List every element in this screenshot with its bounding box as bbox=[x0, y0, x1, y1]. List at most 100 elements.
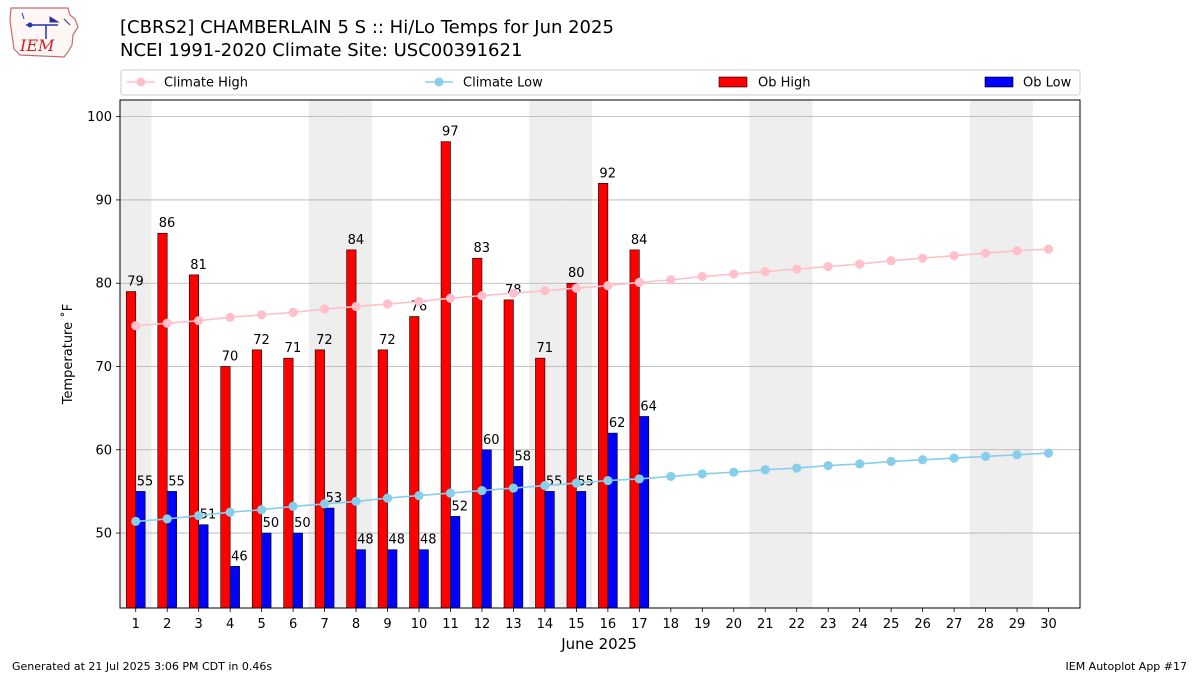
x-tick-label: 6 bbox=[289, 617, 297, 632]
bar-ob-low bbox=[355, 549, 366, 609]
point-climate-low bbox=[382, 493, 393, 503]
bar-ob-high bbox=[472, 257, 483, 609]
data-label-ob-high: 97 bbox=[442, 125, 459, 140]
data-label-ob-low: 48 bbox=[420, 533, 437, 548]
point-climate-low bbox=[351, 496, 361, 507]
point-climate-low bbox=[666, 471, 676, 482]
x-tick-label: 7 bbox=[320, 617, 328, 632]
x-tick-label: 30 bbox=[1040, 617, 1057, 632]
legend-item-climate-low: Climate Low bbox=[425, 76, 543, 91]
x-tick-label: 23 bbox=[820, 617, 837, 632]
x-tick-label: 27 bbox=[946, 617, 963, 632]
x-tick-label: 24 bbox=[851, 617, 868, 632]
bar-ob-low bbox=[387, 549, 398, 609]
point-climate-low bbox=[886, 456, 896, 467]
bar-ob-low bbox=[292, 532, 303, 609]
weather-station-icon bbox=[21, 12, 71, 39]
x-tick-label: 2 bbox=[163, 617, 171, 632]
y-tick-label: 100 bbox=[87, 110, 112, 125]
point-climate-low bbox=[729, 467, 739, 477]
x-tick-label: 16 bbox=[600, 617, 617, 632]
point-climate-high bbox=[131, 321, 141, 331]
point-climate-high bbox=[666, 275, 676, 285]
point-climate-low bbox=[571, 478, 581, 488]
point-climate-low bbox=[288, 501, 298, 511]
bar-ob-high bbox=[377, 349, 388, 609]
legend-label-climate-high: Climate High bbox=[164, 76, 248, 91]
point-climate-low bbox=[855, 459, 865, 469]
data-label-ob-low: 58 bbox=[514, 449, 531, 464]
data-label-ob-low: 64 bbox=[640, 399, 657, 414]
point-climate-low bbox=[918, 455, 928, 465]
point-climate-low bbox=[414, 490, 424, 501]
point-climate-low bbox=[540, 480, 550, 491]
logo-text: IEM bbox=[19, 36, 55, 55]
y-tick-label: 70 bbox=[95, 360, 112, 375]
data-label-ob-low: 50 bbox=[263, 516, 280, 531]
point-climate-high bbox=[1043, 244, 1054, 254]
bar-ob-high bbox=[629, 249, 640, 609]
legend-item-ob-high: Ob High bbox=[718, 76, 811, 91]
data-label-ob-high: 70 bbox=[222, 349, 239, 364]
bar-ob-low bbox=[639, 416, 650, 609]
bar-ob-low bbox=[544, 491, 555, 609]
point-climate-low bbox=[162, 514, 172, 524]
bar-ob-high bbox=[157, 232, 168, 609]
point-climate-high bbox=[225, 312, 235, 322]
point-climate-high bbox=[792, 264, 802, 274]
legend-item-climate-high: Climate High bbox=[127, 76, 248, 91]
point-climate-high bbox=[949, 251, 959, 261]
point-climate-low bbox=[131, 516, 141, 526]
point-climate-high bbox=[855, 259, 865, 269]
x-tick-label: 28 bbox=[977, 617, 994, 632]
legend-marker-climate-high bbox=[136, 77, 146, 87]
data-label-ob-high: 79 bbox=[127, 275, 144, 290]
bar-ob-low bbox=[607, 432, 618, 609]
x-tick-label: 10 bbox=[411, 617, 428, 632]
legend-swatch-ob-high bbox=[718, 76, 748, 88]
point-climate-high bbox=[1012, 246, 1022, 256]
x-tick-label: 11 bbox=[442, 617, 459, 632]
data-label-ob-high: 71 bbox=[536, 341, 553, 356]
y-tick-label: 90 bbox=[95, 193, 112, 208]
data-label-ob-low: 48 bbox=[389, 533, 406, 548]
point-climate-low bbox=[257, 505, 267, 515]
data-label-ob-low: 50 bbox=[294, 516, 311, 531]
x-tick-label: 13 bbox=[505, 617, 522, 632]
point-climate-high bbox=[760, 266, 770, 277]
point-climate-high bbox=[918, 253, 928, 263]
data-label-ob-low: 52 bbox=[451, 499, 468, 514]
legend-item-ob-low: Ob Low bbox=[984, 76, 1072, 91]
y-tick-label: 60 bbox=[95, 443, 112, 458]
x-tick-label: 25 bbox=[883, 617, 900, 632]
point-climate-low bbox=[477, 485, 487, 496]
bar-ob-low bbox=[198, 524, 209, 609]
y-tick-label: 80 bbox=[95, 277, 112, 292]
point-climate-high bbox=[540, 286, 550, 296]
bar-ob-low bbox=[229, 566, 240, 609]
x-tick-label: 20 bbox=[725, 617, 742, 632]
x-tick-label: 1 bbox=[132, 617, 140, 632]
legend-label-ob-low: Ob Low bbox=[1023, 76, 1072, 91]
point-climate-high bbox=[571, 283, 581, 293]
bar-ob-high bbox=[251, 349, 262, 609]
point-climate-low bbox=[319, 499, 330, 509]
bar-ob-low bbox=[135, 491, 146, 609]
bar-ob-high bbox=[283, 357, 294, 609]
point-climate-high bbox=[508, 288, 519, 298]
data-label-ob-high: 83 bbox=[474, 241, 491, 256]
x-tick-label: 4 bbox=[226, 617, 234, 632]
bar-ob-low bbox=[450, 516, 461, 609]
point-climate-low bbox=[792, 463, 802, 473]
point-climate-low bbox=[1043, 448, 1054, 458]
point-climate-low bbox=[445, 488, 456, 498]
x-tick-label: 5 bbox=[257, 617, 265, 632]
point-climate-high bbox=[382, 299, 393, 309]
y-axis-label: Temperature ˚F bbox=[60, 304, 76, 405]
weekend-shade bbox=[969, 100, 1002, 608]
point-climate-high bbox=[351, 301, 361, 312]
line-climate-high bbox=[135, 248, 1049, 327]
bar-ob-low bbox=[166, 491, 177, 609]
data-label-ob-high: 86 bbox=[159, 216, 176, 231]
iem-logo: IEM bbox=[9, 7, 79, 58]
